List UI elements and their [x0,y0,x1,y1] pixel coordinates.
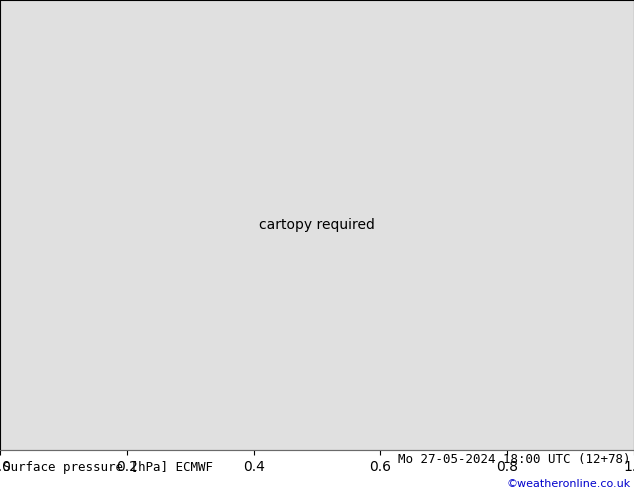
Text: Surface pressure [hPa] ECMWF: Surface pressure [hPa] ECMWF [3,462,213,474]
Text: ©weatheronline.co.uk: ©weatheronline.co.uk [507,479,631,489]
Text: Mo 27-05-2024 18:00 UTC (12+78): Mo 27-05-2024 18:00 UTC (12+78) [398,453,631,466]
Text: cartopy required: cartopy required [259,218,375,232]
